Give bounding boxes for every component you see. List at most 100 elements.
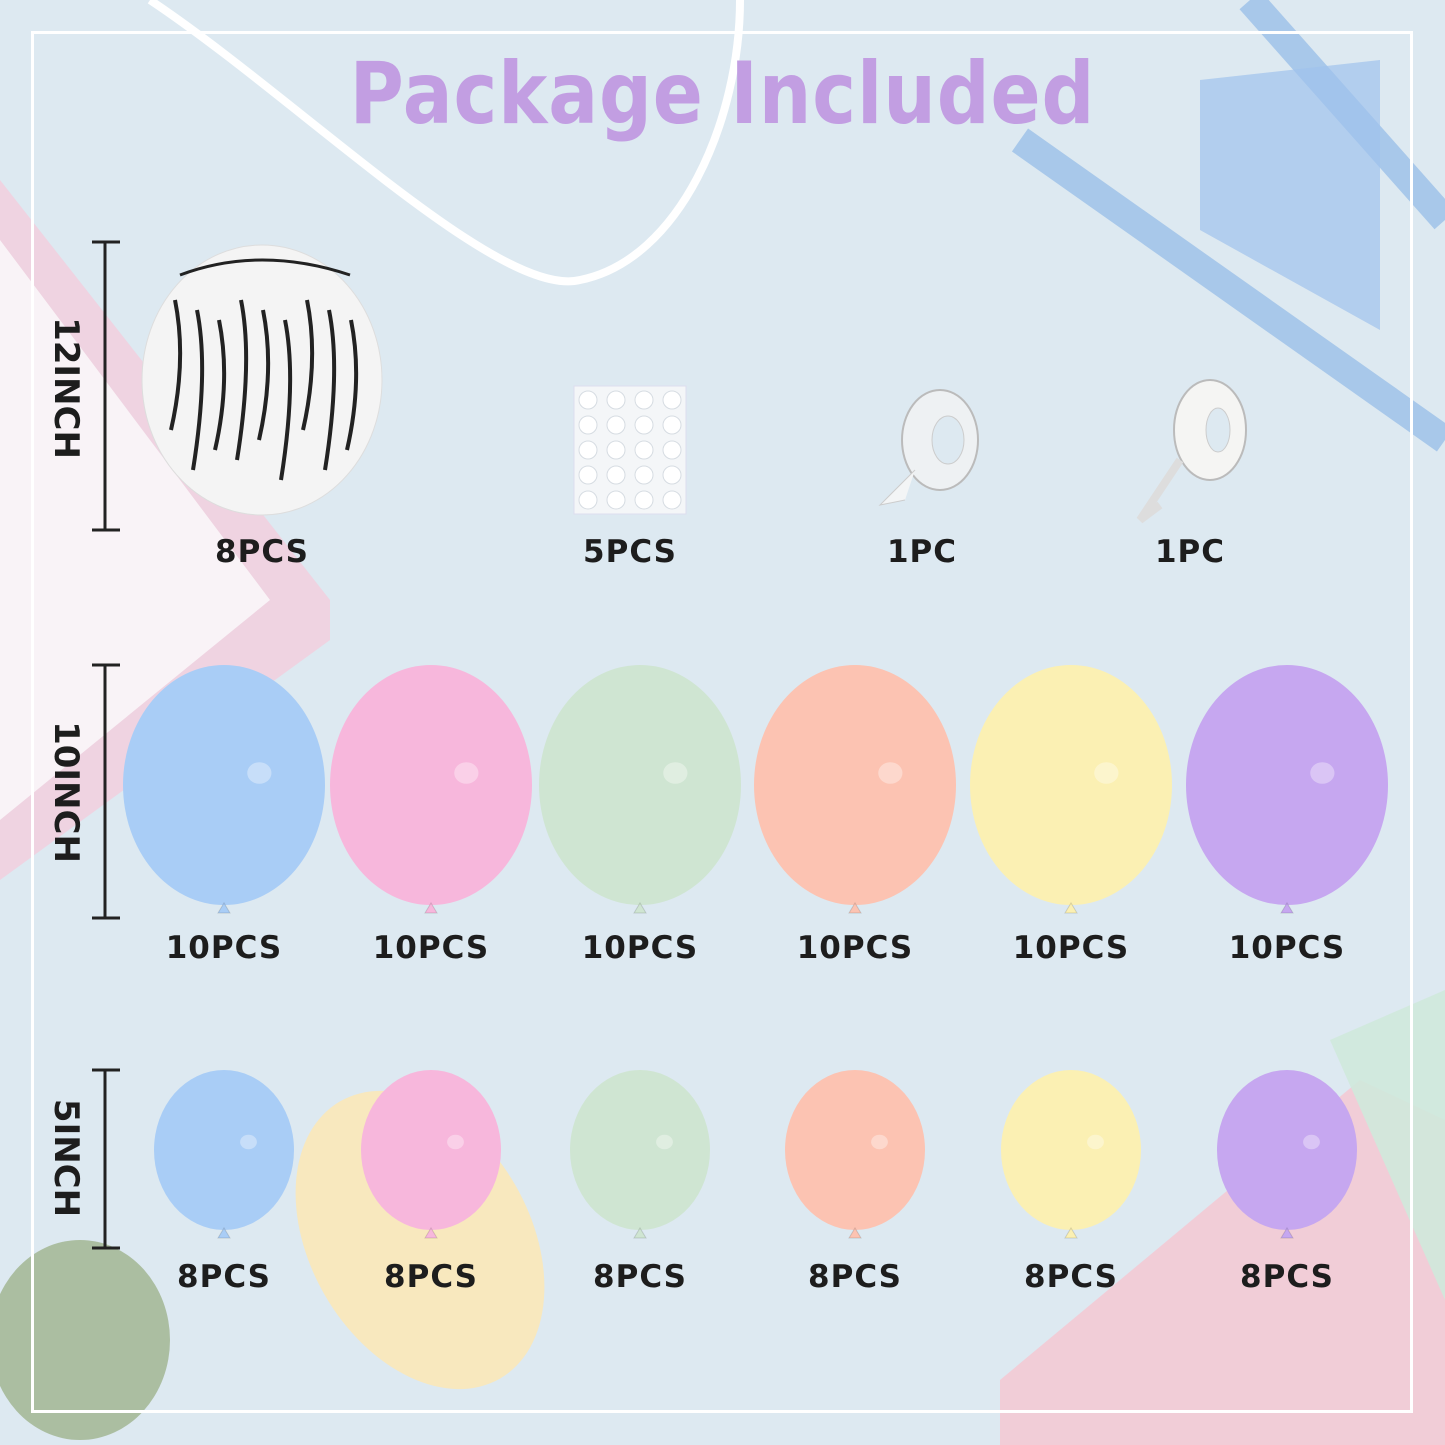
blue-paper-decoration [1200, 60, 1380, 330]
glue-dot [578, 415, 598, 435]
white-board-decoration [0, 240, 270, 820]
count-row5-1: 8PCS [177, 1259, 271, 1295]
count-row10-3: 10PCS [581, 930, 699, 966]
glue-dot [634, 465, 654, 485]
balloon-highlight [240, 1134, 257, 1150]
glue-dot [662, 490, 682, 510]
balloon-row10-3 [539, 665, 741, 905]
glue-dot [662, 440, 682, 460]
balloon-highlight [447, 1134, 464, 1150]
balloon-row5-2 [361, 1070, 501, 1230]
balloon-row10-1 [123, 665, 325, 905]
count-zebra-balloon: 8PCS [215, 534, 309, 570]
zebra-stripe [257, 309, 271, 441]
balloon-highlight [871, 1134, 888, 1150]
balloon-highlight [1303, 1134, 1320, 1150]
glue-dot [662, 465, 682, 485]
balloon-highlight [663, 762, 688, 784]
glue-dot [578, 440, 598, 460]
glue-dot [662, 390, 682, 410]
zebra-stripe [191, 309, 205, 471]
balloon-row5-5 [1001, 1070, 1141, 1230]
balloon-highlight [247, 762, 272, 784]
glue-dot [634, 415, 654, 435]
balloon-knot [848, 902, 862, 914]
page-title: Package Included [349, 44, 1096, 144]
count-row10-4: 10PCS [796, 930, 914, 966]
balloon-knot [1280, 902, 1294, 914]
count-row5-4: 8PCS [808, 1259, 902, 1295]
white-ribbon-decoration [147, 0, 744, 286]
zebra-stripe [179, 258, 351, 277]
clear-tape-hole [931, 415, 965, 465]
zebra-stripe [235, 299, 249, 461]
zebra-stripe [345, 319, 359, 451]
ribbon-hole [1205, 407, 1231, 453]
balloon-row10-2 [330, 665, 532, 905]
zebra-stripe [213, 319, 227, 451]
balloon-knot [1280, 1227, 1294, 1239]
count-ribbon: 1PC [1154, 534, 1226, 570]
glue-dot [634, 390, 654, 410]
balloon-knot [424, 902, 438, 914]
white-frame-border [31, 31, 1413, 1413]
glue-dot [578, 390, 598, 410]
balloon-row10-5 [970, 665, 1172, 905]
balloon-knot [633, 1227, 647, 1239]
count-row10-5: 10PCS [1012, 930, 1130, 966]
count-row5-3: 8PCS [593, 1259, 687, 1295]
balloon-knot [848, 1227, 862, 1239]
glue-dot [578, 465, 598, 485]
balloon-row5-3 [570, 1070, 710, 1230]
count-row10-6: 10PCS [1228, 930, 1346, 966]
balloon-knot [1064, 902, 1078, 914]
balloon-knot [424, 1227, 438, 1239]
glue-dot [662, 415, 682, 435]
glue-dot [606, 440, 626, 460]
balloon-highlight [656, 1134, 673, 1150]
balloon-highlight [1310, 762, 1335, 784]
count-glue-dots: 5PCS [583, 534, 677, 570]
balloon-row5-4 [785, 1070, 925, 1230]
glue-dot [606, 390, 626, 410]
count-row10-2: 10PCS [372, 930, 490, 966]
balloon-row5-6 [1217, 1070, 1357, 1230]
count-row5-2: 8PCS [384, 1259, 478, 1295]
balloon-knot [217, 902, 231, 914]
zebra-stripe [279, 319, 293, 481]
zebra-stripe [169, 299, 183, 431]
balloon-highlight [1094, 762, 1119, 784]
balloon-highlight [454, 762, 479, 784]
glue-dot [578, 490, 598, 510]
glue-dot [606, 415, 626, 435]
count-row5-5: 8PCS [1024, 1259, 1118, 1295]
balloon-highlight [878, 762, 903, 784]
size-label-12inch: 12INCH [46, 317, 86, 459]
size-label-5inch: 5INCH [46, 1098, 86, 1218]
ribbon-tail [1136, 457, 1184, 524]
glue-dot [634, 490, 654, 510]
balloon-knot [633, 902, 647, 914]
green-paper-decoration [1330, 990, 1445, 1300]
zebra-stripe [301, 299, 315, 431]
plant-decoration [0, 1240, 170, 1440]
count-row10-1: 10PCS [165, 930, 283, 966]
balloon-knot [1064, 1227, 1078, 1239]
glue-dot [634, 440, 654, 460]
balloon-row10-4 [754, 665, 956, 905]
zebra-stripe [323, 309, 337, 471]
balloon-knot [217, 1227, 231, 1239]
glue-dot [606, 490, 626, 510]
count-clear-tape: 1PC [886, 534, 958, 570]
balloon-row10-6 [1186, 665, 1388, 905]
glue-dot [606, 465, 626, 485]
balloon-row5-1 [154, 1070, 294, 1230]
zebra-balloon [141, 244, 383, 516]
count-row5-6: 8PCS [1240, 1259, 1334, 1295]
blue-straw-decoration [1011, 128, 1445, 452]
size-label-10inch: 10INCH [46, 721, 86, 863]
clear-tape-end [878, 469, 916, 506]
balloon-highlight [1087, 1134, 1104, 1150]
